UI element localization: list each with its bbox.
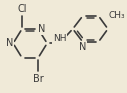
Text: N: N — [38, 24, 46, 34]
Text: CH₃: CH₃ — [108, 11, 125, 20]
Text: N: N — [79, 42, 86, 52]
Text: Cl: Cl — [17, 4, 27, 14]
Text: Br: Br — [33, 74, 44, 84]
Text: NH: NH — [53, 34, 66, 43]
Text: N: N — [6, 38, 13, 48]
